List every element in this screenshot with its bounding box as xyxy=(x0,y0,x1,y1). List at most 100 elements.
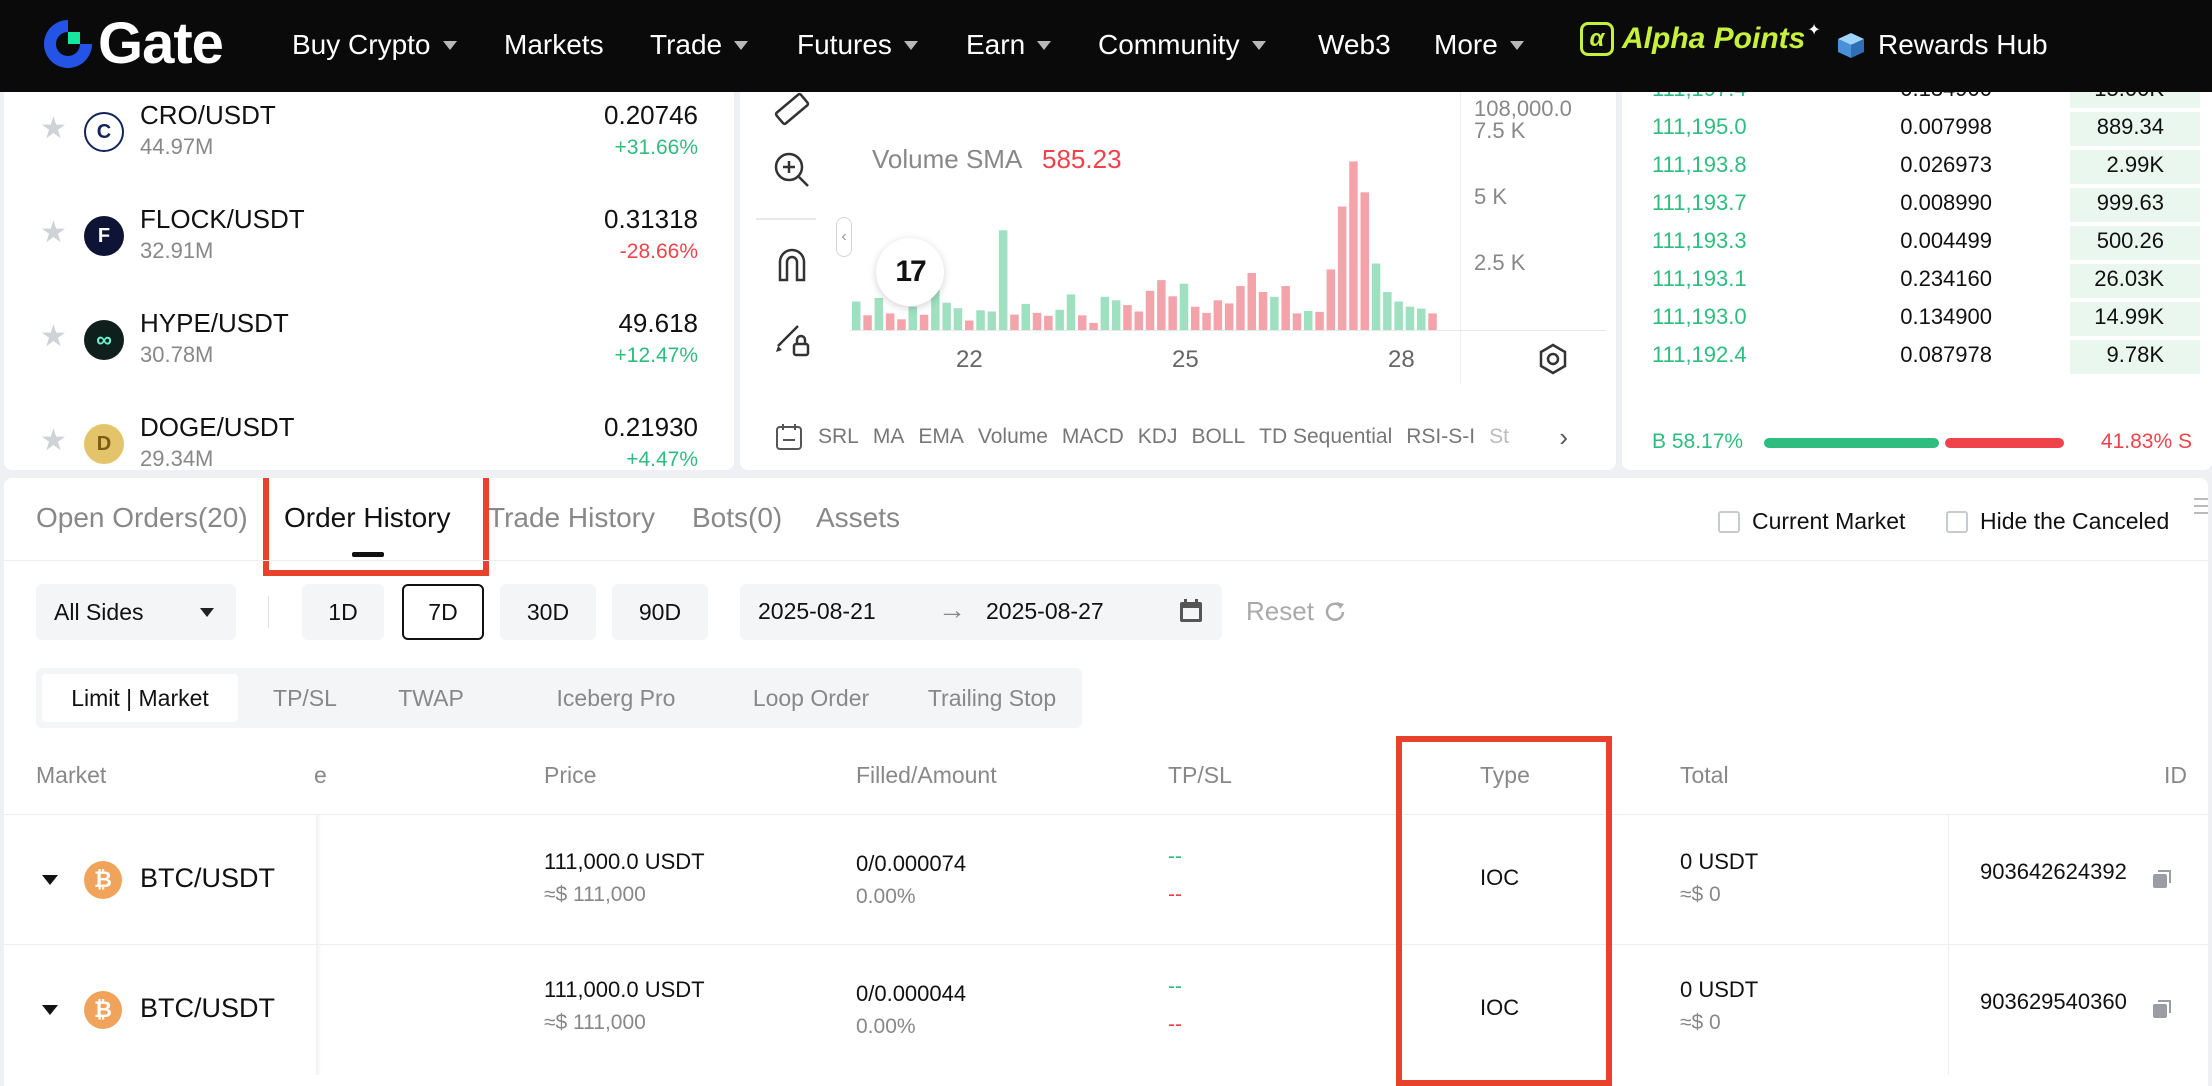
chevron-right-icon[interactable]: › xyxy=(1559,422,1568,452)
expand-caret-icon[interactable] xyxy=(42,1005,58,1015)
indicator-ma[interactable]: MA xyxy=(872,425,905,448)
volume-bar xyxy=(1349,161,1358,330)
checkbox[interactable] xyxy=(1946,510,1968,533)
orderbook-row[interactable]: 111,193.0 0.134900 14.99K xyxy=(1622,300,2212,338)
gate-logo[interactable]: Gate xyxy=(40,14,224,74)
tab-open-orders[interactable]: Open Orders(20) xyxy=(36,502,248,533)
row-total-usd: ≈$ 0 xyxy=(1680,1011,1721,1034)
indicator-td-sequential[interactable]: TD Sequential xyxy=(1259,425,1393,448)
indicator-kdj[interactable]: KDJ xyxy=(1137,425,1178,448)
indicator-ema[interactable]: EMA xyxy=(918,425,964,448)
nav-community[interactable]: Community xyxy=(1098,26,1266,64)
market-pair: CRO/USDT xyxy=(140,100,276,130)
order-type-twap[interactable]: TWAP xyxy=(398,685,464,711)
current-market-toggle[interactable]: Current Market xyxy=(1718,508,1905,535)
period-90d-button[interactable]: 90D xyxy=(612,584,708,640)
market-row-cro[interactable]: ★ C CRO/USDT 44.97M 0.20746 +31.66% xyxy=(4,92,734,196)
star-icon[interactable]: ★ xyxy=(40,112,67,145)
chevron-down-icon xyxy=(442,40,457,50)
hide-canceled-toggle[interactable]: Hide the Canceled xyxy=(1946,508,2169,535)
volume-bar xyxy=(1044,315,1053,330)
indicator-macd[interactable]: MACD xyxy=(1061,425,1124,448)
nav-trade[interactable]: Trade xyxy=(650,26,749,64)
order-type-limit-market[interactable]: Limit | Market xyxy=(42,674,238,722)
order-type-loop-order[interactable]: Loop Order xyxy=(752,685,870,711)
tab-order-history[interactable]: Order History xyxy=(284,502,451,533)
tabs-divider xyxy=(4,560,2208,561)
x-tick: 25 xyxy=(1172,346,1199,373)
volume-bar xyxy=(1383,292,1392,330)
order-type-iceberg-pro[interactable]: Iceberg Pro xyxy=(556,685,676,711)
volume-bar xyxy=(953,308,963,330)
market-row-flock[interactable]: ★ F FLOCK/USDT 32.91M 0.31318 -28.66% xyxy=(4,196,734,300)
period-7d-button[interactable]: 7D xyxy=(402,584,484,640)
alpha-points-link[interactable]: α Alpha Points ✦ xyxy=(1580,22,1821,56)
date-from[interactable]: 2025-08-21 xyxy=(758,598,876,624)
orderbook-row[interactable]: 111,197.4 0.134900 15.00K xyxy=(1622,92,2212,110)
chart-settings-icon[interactable] xyxy=(1536,342,1570,376)
nav-buy-crypto[interactable]: Buy Crypto xyxy=(292,26,457,64)
row-type: IOC xyxy=(1480,865,1520,890)
tab-assets[interactable]: Assets xyxy=(816,502,901,533)
sell-ratio-value: 41.83% xyxy=(2100,430,2173,453)
gift-box-icon xyxy=(1838,33,1864,58)
orderbook-row[interactable]: 111,193.8 0.026973 2.99K xyxy=(1622,148,2212,186)
star-icon[interactable]: ★ xyxy=(40,424,67,457)
zoom-in-icon[interactable] xyxy=(770,148,814,192)
orderbook-row[interactable]: 111,193.7 0.008990 999.63 xyxy=(1622,186,2212,224)
order-type-trailing-stop[interactable]: Trailing Stop xyxy=(927,685,1057,711)
orderbook-row[interactable]: 111,192.4 0.087978 9.78K xyxy=(1622,338,2212,376)
indicator-srl[interactable]: SRL xyxy=(818,425,859,448)
tab-trade-history[interactable]: Trade History xyxy=(488,502,656,533)
row-type: IOC xyxy=(1480,995,1520,1020)
table-row[interactable]: ₿ BTC/USDT 111,000.0 USDT ≈$ 111,000 0/0… xyxy=(4,814,2208,945)
orderbook-row[interactable]: 111,193.1 0.234160 26.03K xyxy=(1622,262,2212,300)
market-row-doge[interactable]: ★ D DOGE/USDT 29.34M 0.21930 +4.47% xyxy=(4,404,734,470)
nav-earn[interactable]: Earn xyxy=(966,26,1052,64)
volume-bar xyxy=(1247,273,1256,330)
alpha-icon: α xyxy=(1580,22,1614,56)
nav-futures[interactable]: Futures xyxy=(797,26,918,64)
gate-logo-icon xyxy=(44,20,92,68)
date-range-picker[interactable]: 2025-08-21 → 2025-08-27 xyxy=(740,584,1222,640)
star-icon[interactable]: ★ xyxy=(40,320,67,353)
row-price-usd: ≈$ 111,000 xyxy=(544,883,646,906)
calendar-icon[interactable] xyxy=(774,422,804,452)
indicator-volume[interactable]: Volume xyxy=(977,425,1048,448)
sell-label: S xyxy=(2177,430,2192,453)
ruler-icon[interactable] xyxy=(770,92,814,132)
calendar-icon[interactable] xyxy=(1178,598,1204,624)
volume-sma-label: Volume SMA xyxy=(872,144,1023,174)
period-30d-button[interactable]: 30D xyxy=(500,584,596,640)
market-row-hype[interactable]: ★ ∞ HYPE/USDT 30.78M 49.618 +12.47% xyxy=(4,300,734,404)
nav-web3[interactable]: Web3 xyxy=(1318,26,1391,64)
column-type: Type xyxy=(1480,762,1530,788)
market-pair: HYPE/USDT xyxy=(140,308,289,338)
tradingview-logo[interactable]: 17 xyxy=(876,238,944,306)
rewards-hub-link[interactable]: Rewards Hub xyxy=(1836,26,2048,64)
collapse-toolbar-button[interactable]: ‹ xyxy=(836,217,852,257)
sides-dropdown[interactable]: All Sides xyxy=(36,584,236,640)
magnet-icon[interactable] xyxy=(770,244,814,288)
nav-label: Earn xyxy=(966,29,1026,60)
orderbook-row[interactable]: 111,195.0 0.007998 889.34 xyxy=(1622,110,2212,148)
period-1d-button[interactable]: 1D xyxy=(302,584,384,640)
table-row[interactable]: ₿ BTC/USDT 111,000.0 USDT ≈$ 111,000 0/0… xyxy=(4,944,2208,1075)
indicator-rsi-s-i[interactable]: RSI-S-I xyxy=(1406,425,1476,448)
nav-more[interactable]: More xyxy=(1434,26,1524,64)
nav-markets[interactable]: Markets xyxy=(504,26,604,64)
order-type-tpsl[interactable]: TP/SL xyxy=(273,685,337,711)
orderbook-row[interactable]: 111,193.3 0.004499 500.26 xyxy=(1622,224,2212,262)
checkbox[interactable] xyxy=(1718,510,1740,533)
copy-icon[interactable] xyxy=(2150,997,2174,1021)
indicator-st[interactable]: St xyxy=(1489,425,1509,448)
drag-handle-icon[interactable] xyxy=(2194,498,2208,518)
tab-bots[interactable]: Bots(0) xyxy=(692,502,783,533)
copy-icon[interactable] xyxy=(2150,867,2174,891)
expand-caret-icon[interactable] xyxy=(42,875,58,885)
star-icon[interactable]: ★ xyxy=(40,216,67,249)
date-to[interactable]: 2025-08-27 xyxy=(986,598,1104,624)
lock-drawing-icon[interactable] xyxy=(770,316,814,360)
indicator-boll[interactable]: BOLL xyxy=(1191,425,1246,448)
reset-button[interactable]: Reset xyxy=(1246,596,1348,627)
